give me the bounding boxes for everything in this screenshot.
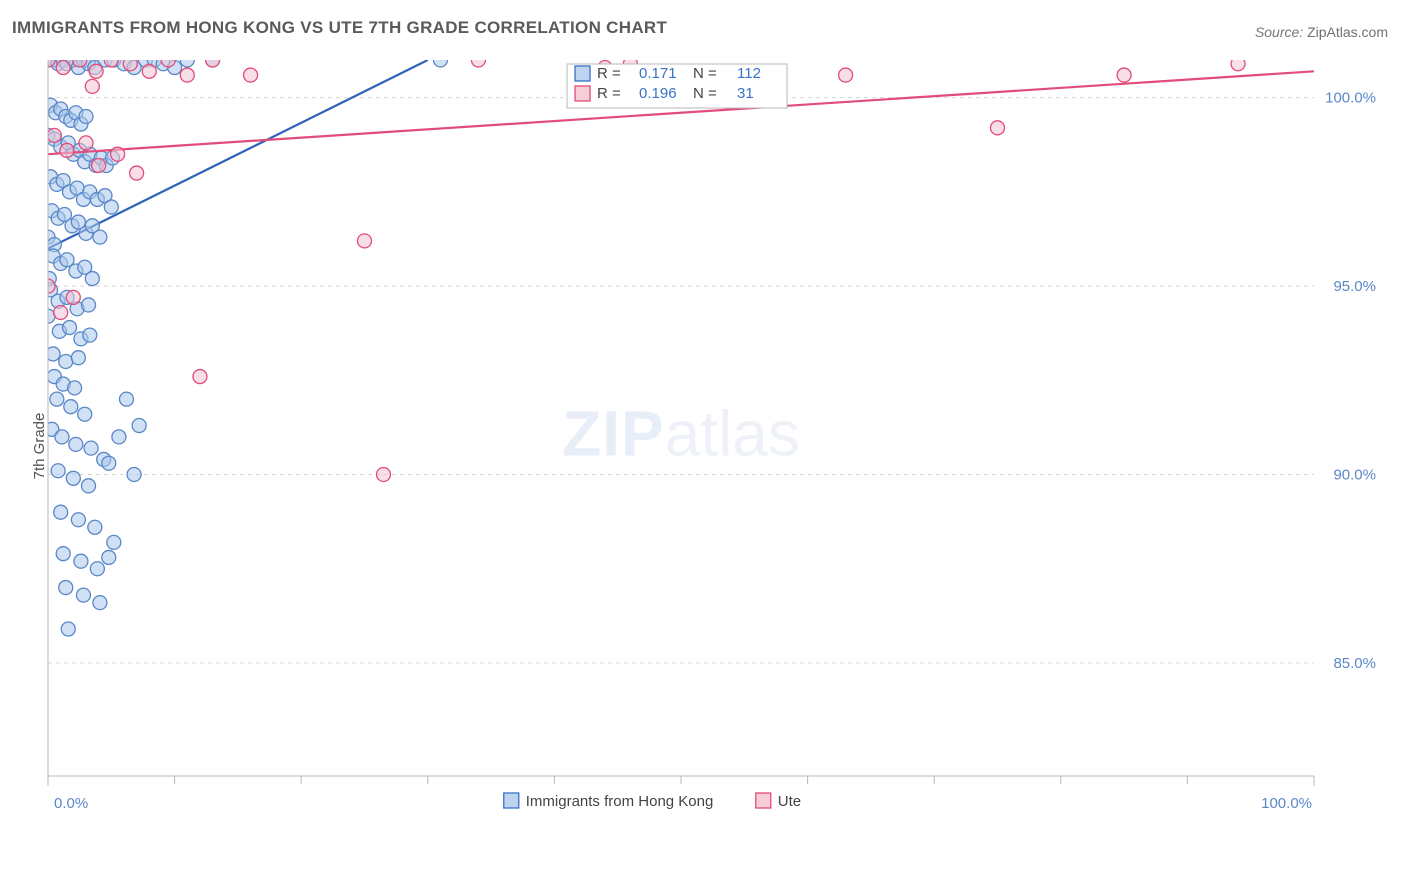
- legend-swatch: [756, 793, 771, 808]
- stats-legend-n-label: N =: [693, 85, 717, 102]
- stats-legend-r-label: R =: [597, 85, 621, 102]
- stats-legend-r-value: 0.196: [639, 85, 677, 102]
- source-label: Source:: [1255, 24, 1307, 40]
- source-value: ZipAtlas.com: [1307, 24, 1388, 40]
- stats-legend-n-value: 112: [737, 65, 761, 82]
- stats-legend-n-label: N =: [693, 65, 717, 82]
- legend-label: Immigrants from Hong Kong: [526, 793, 714, 810]
- stats-legend-r-label: R =: [597, 65, 621, 82]
- stats-legend-n-value: 31: [737, 85, 754, 102]
- y-tick-label: 95.0%: [1333, 278, 1376, 295]
- watermark: ZIPatlas: [562, 398, 800, 470]
- x-tick-label: 100.0%: [1261, 795, 1312, 812]
- y-tick-label: 100.0%: [1325, 90, 1376, 107]
- stats-legend-r-value: 0.171: [639, 65, 677, 82]
- y-tick-label: 90.0%: [1333, 467, 1376, 484]
- stats-legend-swatch: [575, 86, 590, 101]
- stats-legend-swatch: [575, 66, 590, 81]
- chart-container: 85.0% 90.0% 95.0% 100.0% ZIPatlas 0.0% 100.0% I…: [44, 56, 1390, 816]
- source-credit: Source: ZipAtlas.com: [1255, 24, 1388, 40]
- y-tick-label: 85.0%: [1333, 655, 1376, 672]
- legend-label: Ute: [778, 793, 801, 810]
- correlation-scatter-chart: 85.0% 90.0% 95.0% 100.0% ZIPatlas 0.0% 100.0% I…: [44, 56, 1390, 816]
- page-title: IMMIGRANTS FROM HONG KONG VS UTE 7TH GRA…: [12, 18, 667, 38]
- legend-swatch: [504, 793, 519, 808]
- x-tick-label: 0.0%: [54, 795, 88, 812]
